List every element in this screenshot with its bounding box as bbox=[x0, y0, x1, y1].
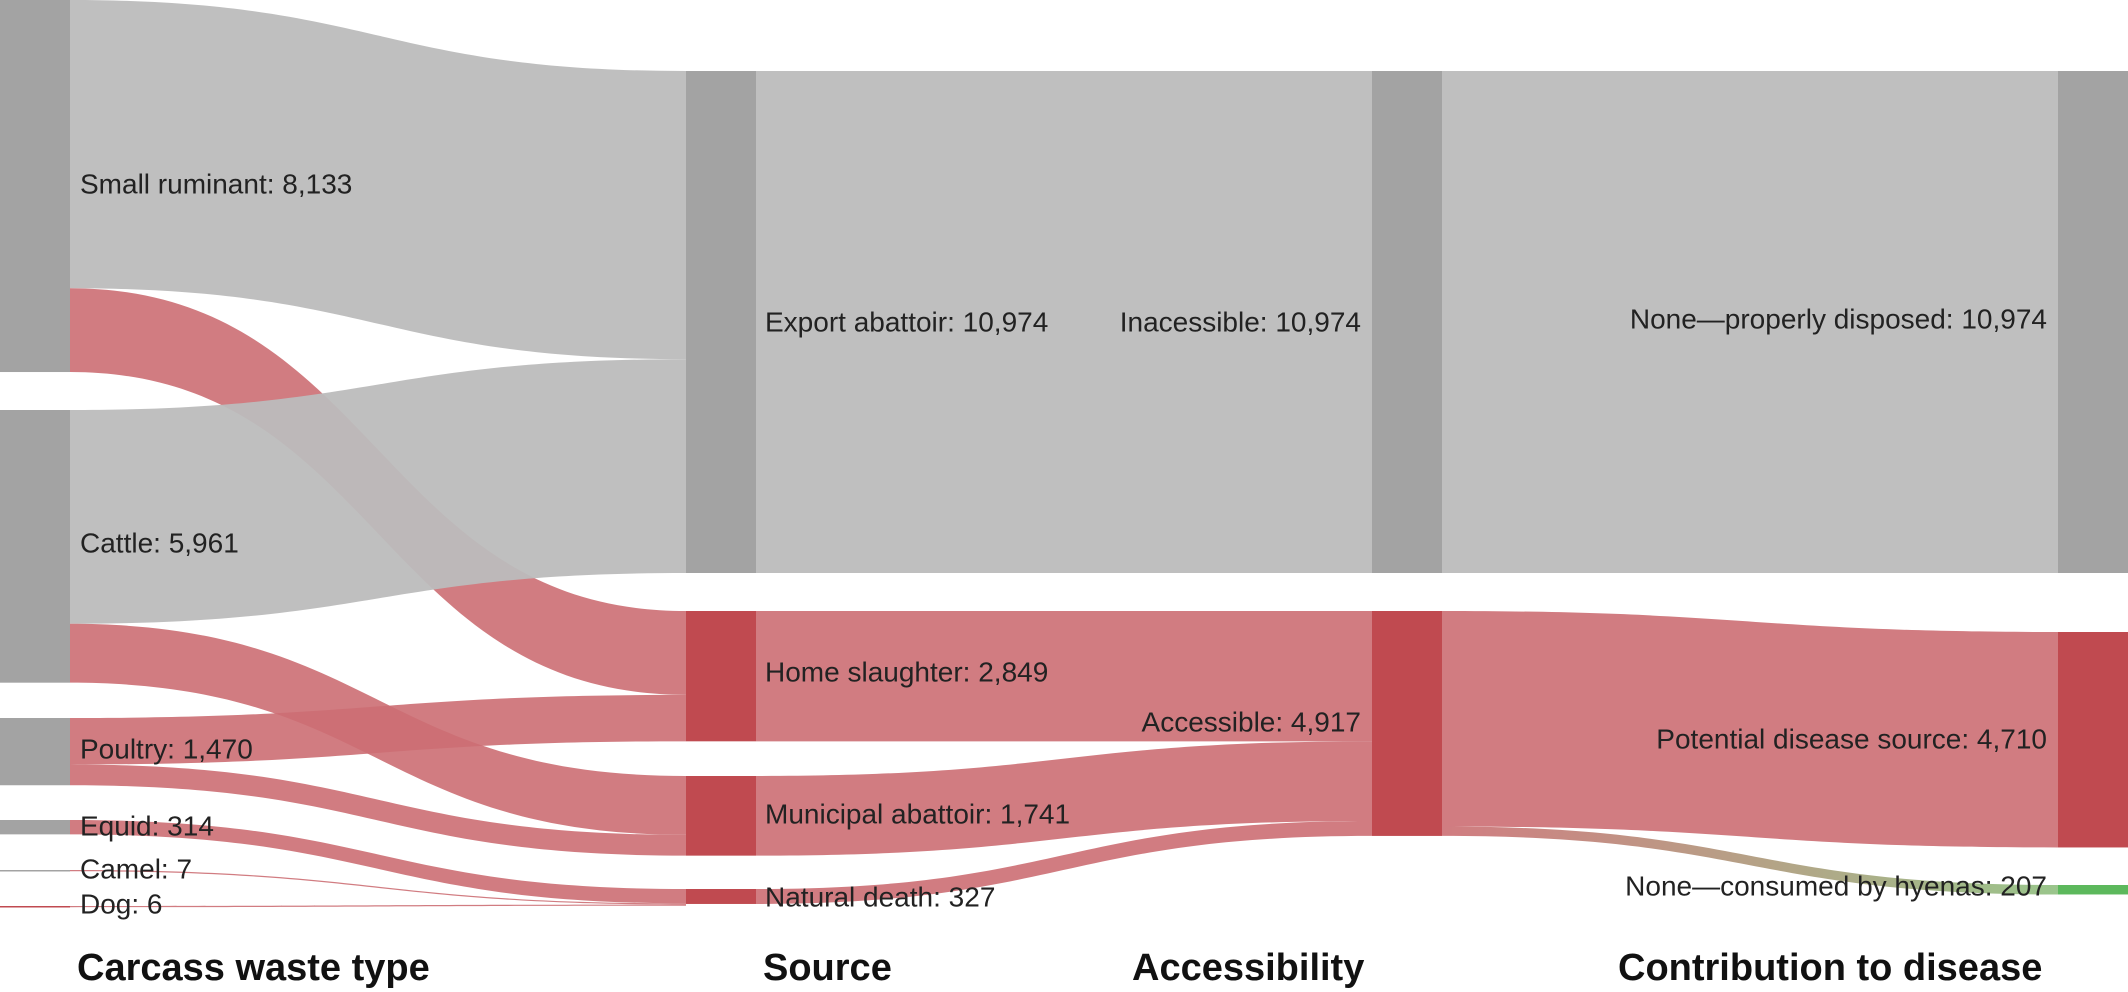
node-municipal-abattoir bbox=[686, 776, 756, 856]
node-label-equid: Equid: 314 bbox=[80, 810, 214, 841]
sankey-links bbox=[70, 0, 2058, 908]
node-label-camel: Camel: 7 bbox=[80, 853, 192, 884]
link-cattle-to-export-abattoir bbox=[70, 359, 686, 624]
node-cattle bbox=[0, 410, 70, 683]
link-accessible-to-potential-disease bbox=[1442, 611, 2058, 848]
column-title-source: Source bbox=[763, 947, 892, 989]
link-accessible-to-none-hyenas bbox=[1442, 826, 2058, 895]
node-inaccessible bbox=[1372, 71, 1442, 573]
node-dog bbox=[0, 906, 70, 908]
node-poultry bbox=[0, 718, 70, 786]
node-home-slaughter bbox=[686, 611, 756, 742]
node-label-inaccessible: Inacessible: 10,974 bbox=[1120, 306, 1361, 337]
link-export-abattoir-to-inaccessible bbox=[756, 71, 1372, 573]
node-label-home-slaughter: Home slaughter: 2,849 bbox=[765, 656, 1048, 687]
node-label-export-abattoir: Export abattoir: 10,974 bbox=[765, 306, 1048, 337]
link-inaccessible-to-none-disposed bbox=[1442, 71, 2058, 573]
node-none-hyenas bbox=[2058, 885, 2128, 895]
node-label-none-hyenas: None—consumed by hyenas: 207 bbox=[1625, 870, 2047, 901]
node-export-abattoir bbox=[686, 71, 756, 573]
column-title-carcass-waste-type: Carcass waste type bbox=[77, 947, 430, 989]
link-municipal-abattoir-to-accessible bbox=[756, 741, 1372, 856]
column-title-contribution-to-disease: Contribution to disease bbox=[1618, 947, 2042, 989]
sankey-nodes bbox=[0, 0, 2128, 908]
link-equid-to-natural-death bbox=[70, 820, 686, 904]
sankey-node-labels: Small ruminant: 8,133 Cattle: 5,961 Poultr… bbox=[80, 168, 2047, 919]
node-label-none-disposed: None—properly disposed: 10,974 bbox=[1630, 303, 2047, 334]
node-label-municipal-abattoir: Municipal abattoir: 1,741 bbox=[765, 798, 1070, 829]
link-natural-death-to-accessible bbox=[756, 820, 1372, 904]
node-label-small-ruminant: Small ruminant: 8,133 bbox=[80, 168, 352, 199]
node-label-poultry: Poultry: 1,470 bbox=[80, 733, 253, 764]
link-poultry-to-municipal-abattoir bbox=[70, 764, 686, 856]
link-camel-to-natural-death bbox=[70, 870, 686, 905]
link-dog-to-natural-death bbox=[70, 904, 686, 908]
node-camel bbox=[0, 870, 70, 872]
node-small-ruminant bbox=[0, 0, 70, 373]
node-natural-death bbox=[686, 889, 756, 904]
node-label-potential-disease: Potential disease source: 4,710 bbox=[1656, 723, 2047, 754]
column-title-accessibility: Accessibility bbox=[1132, 947, 1364, 989]
node-label-cattle: Cattle: 5,961 bbox=[80, 527, 239, 558]
link-poultry-to-home-slaughter bbox=[70, 694, 686, 765]
node-equid bbox=[0, 820, 70, 835]
node-potential-disease bbox=[2058, 632, 2128, 848]
node-accessible bbox=[1372, 611, 1442, 836]
node-none-disposed bbox=[2058, 71, 2128, 573]
link-small-ruminant-to-export-abattoir bbox=[70, 0, 686, 360]
column-titles: Carcass waste type Source Accessibility … bbox=[77, 947, 2042, 989]
link-home-slaughter-to-accessible bbox=[756, 611, 1372, 742]
node-label-natural-death: Natural death: 327 bbox=[765, 881, 995, 912]
node-label-accessible: Accessible: 4,917 bbox=[1142, 706, 1361, 737]
node-label-dog: Dog: 6 bbox=[80, 888, 163, 919]
